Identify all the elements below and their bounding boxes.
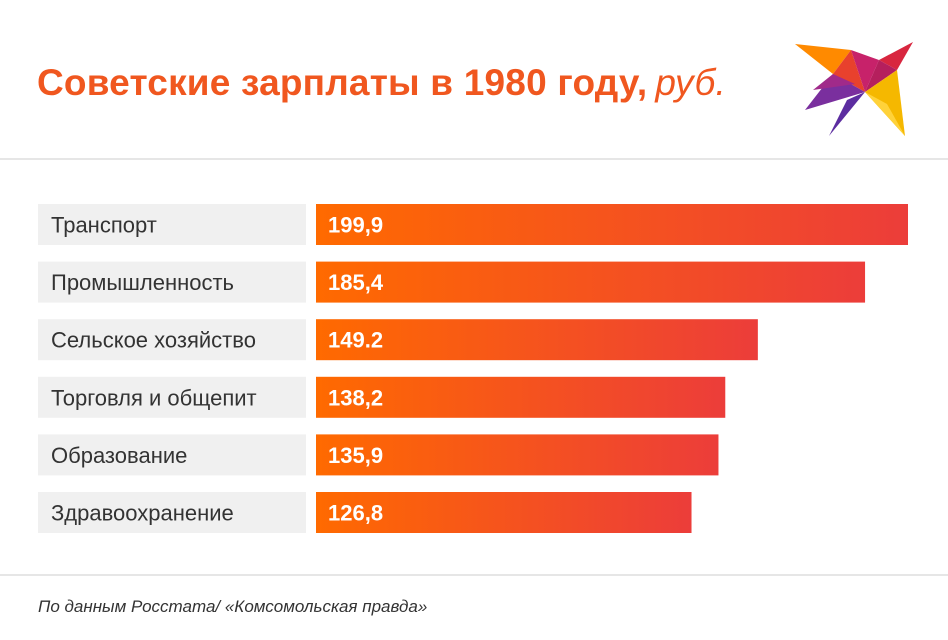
bar <box>316 204 908 245</box>
source-note: По данным Росстата/ «Комсомольская правд… <box>38 597 428 616</box>
bar <box>316 261 866 303</box>
bar-value-label: 185,4 <box>328 270 384 295</box>
bar-value-label: 199,9 <box>328 213 383 238</box>
bar-value-label: 149.2 <box>328 328 383 353</box>
top-divider <box>0 158 948 160</box>
bar <box>316 434 719 476</box>
bar-value-label: 126,8 <box>328 501 383 526</box>
title-text: Советские зарплаты в 1980 году, <box>37 62 648 103</box>
category-label-background <box>38 204 306 245</box>
category-label: Образование <box>51 443 187 468</box>
category-label-background <box>38 261 306 303</box>
bar <box>316 376 726 418</box>
category-label: Здравоохранение <box>51 501 234 526</box>
bar <box>316 319 758 361</box>
category-label: Транспорт <box>51 213 157 238</box>
bar-value-label: 138,2 <box>328 385 383 410</box>
category-label: Промышленность <box>51 270 234 295</box>
category-label: Торговля и общепит <box>51 385 257 410</box>
category-label-background <box>38 376 306 418</box>
category-label-background <box>38 434 306 476</box>
category-label-background <box>38 492 306 533</box>
category-label-background <box>38 319 306 361</box>
bird-logo-icon <box>795 42 913 136</box>
page-title: Советские зарплаты в 1980 году, руб. <box>37 62 726 104</box>
title-unit: руб. <box>655 62 726 103</box>
bottom-divider <box>0 574 948 576</box>
bar <box>316 492 692 533</box>
category-label: Сельское хозяйство <box>51 328 256 353</box>
bar-value-label: 135,9 <box>328 443 383 468</box>
